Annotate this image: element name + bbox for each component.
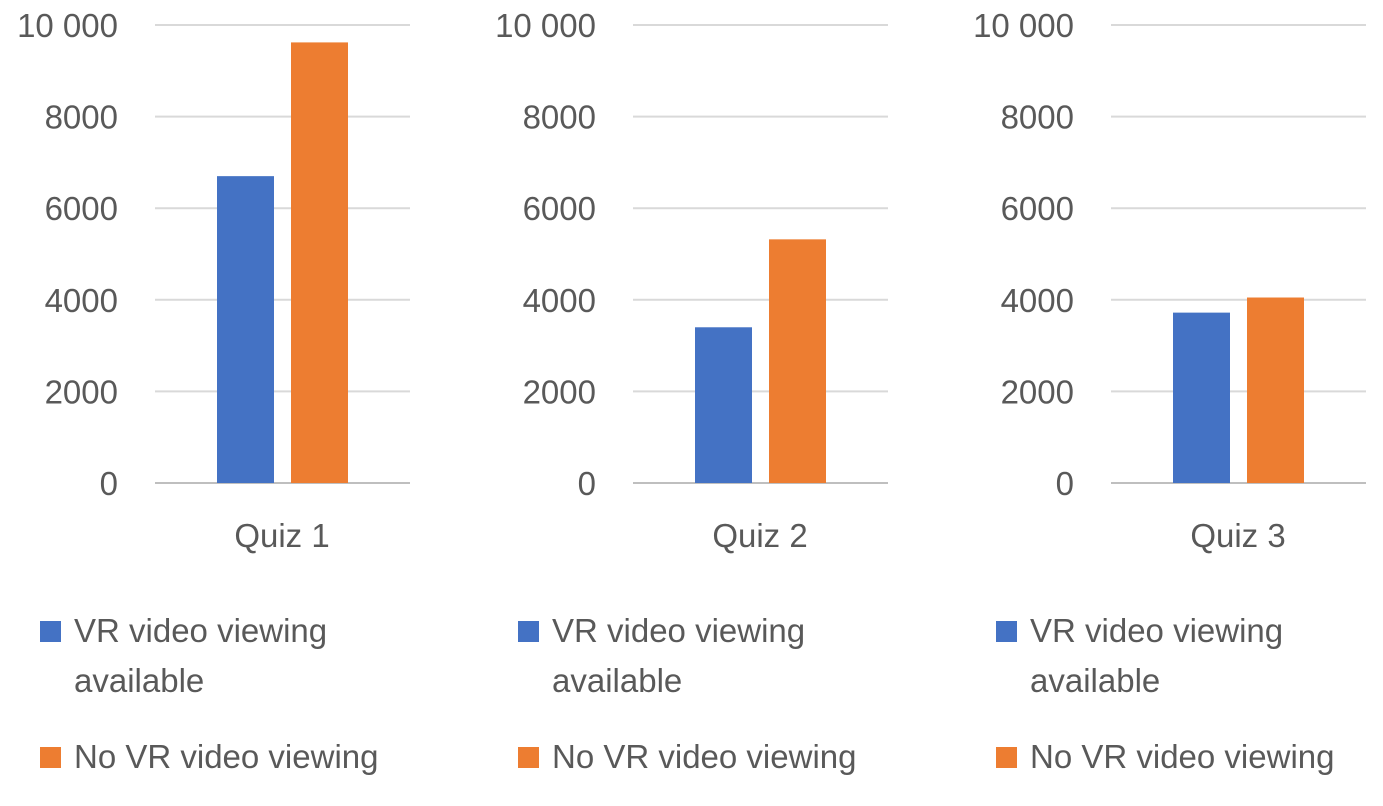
legend-item: VR video viewing available [40, 606, 374, 706]
bar-vr-available [217, 176, 274, 483]
legend-item: No VR video viewing [996, 732, 1383, 782]
y-tick-label: 6000 [1001, 190, 1074, 227]
legend-swatch [40, 747, 61, 768]
y-tick-label: 2000 [1001, 373, 1074, 410]
category-label: Quiz 2 [712, 517, 807, 554]
y-tick-label: 10 000 [17, 7, 118, 44]
chart-svg-3: 0 2000 4000 6000 8000 10 000 Quiz 3 [973, 7, 1366, 554]
y-tick-label: 6000 [523, 190, 596, 227]
legend-swatch [996, 621, 1017, 642]
chart-panel-2: 0 2000 4000 6000 8000 10 000 Quiz 2 VR video vi… [478, 0, 905, 786]
chart-svg-1: 0 2000 4000 6000 8000 10 000 Quiz 1 [17, 7, 410, 554]
y-tick-label: 8000 [1001, 99, 1074, 136]
y-tick-label: 0 [578, 465, 596, 502]
y-tick-label: 4000 [45, 282, 118, 319]
legend-item: VR video viewing available [996, 606, 1330, 706]
y-tick-label: 0 [1056, 465, 1074, 502]
legend-label: VR video viewing available [74, 612, 328, 699]
legend-label: VR video viewing available [1030, 612, 1284, 699]
legend-label: VR video viewing available [552, 612, 806, 699]
legend-label: No VR video viewing [74, 738, 379, 775]
legend-item: No VR video viewing [518, 732, 952, 782]
chart-panel-3: 0 2000 4000 6000 8000 10 000 Quiz 3 VR video vi… [956, 0, 1383, 786]
legend-swatch [40, 621, 61, 642]
y-tick-label: 4000 [1001, 282, 1074, 319]
bar-no-vr [291, 42, 348, 484]
legend: VR video viewing available No VR video vi… [40, 606, 510, 806]
legend-label: No VR video viewing [1030, 738, 1335, 775]
y-tick-label: 2000 [45, 373, 118, 410]
chart-svg-2: 0 2000 4000 6000 8000 10 000 Quiz 2 [495, 7, 888, 554]
y-tick-label: 4000 [523, 282, 596, 319]
bar-no-vr [769, 239, 826, 483]
legend-item: VR video viewing available [518, 606, 852, 706]
bar-vr-available [1173, 312, 1230, 483]
bar-no-vr [1247, 297, 1304, 483]
y-tick-label: 8000 [45, 99, 118, 136]
legend-swatch [996, 747, 1017, 768]
y-tick-label: 0 [100, 465, 118, 502]
legend-swatch [518, 747, 539, 768]
legend-item: No VR video viewing [40, 732, 474, 782]
legend: VR video viewing available No VR video vi… [518, 606, 988, 806]
chart-panel-1: 0 2000 4000 6000 8000 10 000 Quiz 1 VR video vi… [0, 0, 427, 786]
y-tick-label: 10 000 [973, 7, 1074, 44]
y-tick-label: 10 000 [495, 7, 596, 44]
bar-vr-available [695, 327, 752, 483]
legend-label: No VR video viewing [552, 738, 857, 775]
legend: VR video viewing available No VR video vi… [996, 606, 1383, 806]
y-tick-label: 2000 [523, 373, 596, 410]
category-label: Quiz 3 [1190, 517, 1285, 554]
legend-swatch [518, 621, 539, 642]
category-label: Quiz 1 [234, 517, 329, 554]
y-tick-label: 8000 [523, 99, 596, 136]
y-tick-label: 6000 [45, 190, 118, 227]
